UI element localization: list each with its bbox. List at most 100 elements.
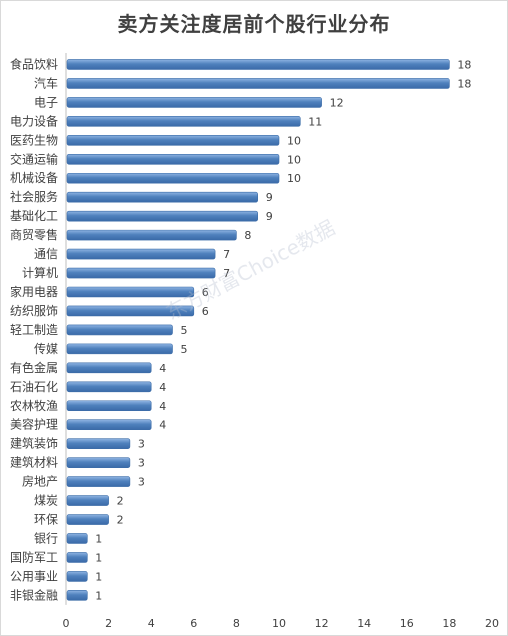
x-tick-label: 12 [315,617,329,630]
category-label: 有色金属 [10,360,58,375]
x-tick-label: 6 [190,617,197,630]
category-label: 环保 [34,513,58,527]
category-label: 美容护理 [10,417,58,432]
bar [66,135,280,146]
x-tick-label: 4 [148,617,155,630]
data-label: 11 [308,115,322,128]
category-label: 公用事业 [10,569,58,583]
data-label: 3 [138,457,145,470]
bar [66,59,450,70]
category-label: 银行 [34,531,58,545]
category-label: 基础化工 [10,209,58,223]
category-label: 非银金融 [10,587,58,602]
x-tick-label: 2 [105,617,112,630]
category-label: 商贸零售 [10,227,58,242]
bar [66,343,173,355]
bar [66,457,131,468]
category-label: 建筑装饰 [10,436,58,451]
bar [66,381,152,393]
bar [66,116,301,127]
bar [66,533,88,544]
data-label: 1 [95,570,102,583]
x-tick-label: 20 [485,617,499,630]
data-label: 18 [457,77,471,90]
category-label: 国防军工 [10,549,58,564]
category-label: 计算机 [22,265,58,280]
bar [66,210,258,222]
chart-title: 卖方关注度居前个股行业分布 [117,12,391,36]
bar [66,172,280,184]
bar [66,495,109,506]
data-label: 6 [202,305,209,318]
data-label: 7 [223,267,230,280]
category-label: 交通运输 [10,151,58,166]
bar [66,97,322,108]
bar [66,419,152,431]
x-tick-label: 16 [400,617,414,630]
category-label: 社会服务 [10,189,58,204]
data-label: 4 [159,362,166,375]
data-label: 2 [117,514,124,527]
bar [66,438,131,449]
bar [66,514,109,525]
data-label: 9 [266,191,273,204]
category-label: 家用电器 [10,284,58,299]
bar [66,324,173,336]
data-label: 1 [95,532,102,545]
data-label: 1 [95,551,102,564]
data-label: 7 [223,248,230,261]
category-label: 机械设备 [10,170,58,185]
data-label: 6 [202,286,209,299]
data-label: 5 [181,343,188,356]
data-label: 18 [457,58,471,71]
bar [66,400,152,412]
bar [66,248,216,260]
x-tick-label: 18 [442,617,456,630]
x-tick-label: 10 [272,617,286,630]
data-label: 3 [138,476,145,489]
x-tick-label: 8 [233,617,240,630]
data-label: 2 [117,495,124,508]
data-label: 1 [95,589,102,602]
bar [66,267,216,279]
data-label: 9 [266,210,273,223]
data-label: 5 [181,324,188,337]
category-label: 传媒 [34,341,58,356]
category-label: 煤炭 [34,494,58,508]
x-tick-label: 0 [63,617,70,630]
category-label: 电力设备 [10,114,58,128]
x-tick-label: 14 [357,617,371,630]
data-label: 10 [287,134,301,147]
data-label: 3 [138,438,145,451]
category-label: 电子 [34,95,58,109]
bar [66,571,88,582]
data-label: 12 [330,96,344,109]
category-label: 汽车 [34,75,58,90]
data-label: 8 [244,229,251,242]
bar [66,78,450,89]
bar [66,305,195,317]
category-label: 农林牧渔 [10,399,58,413]
bar [66,552,88,563]
bar [66,590,88,601]
data-label: 10 [287,172,301,185]
data-label: 10 [287,153,301,166]
category-label: 房地产 [22,474,58,489]
bar [66,153,280,165]
category-label: 轻工制造 [10,323,58,337]
data-label: 4 [159,381,166,394]
category-label: 医药生物 [10,133,58,147]
bar [66,476,131,487]
data-label: 4 [159,419,166,432]
bar [66,191,258,203]
bar [66,229,237,241]
category-label: 食品饮料 [10,56,58,71]
category-label: 建筑材料 [10,455,58,470]
bar [66,362,152,374]
category-label: 通信 [34,247,58,261]
data-label: 4 [159,400,166,413]
category-label: 石油石化 [10,380,58,394]
bar [66,286,195,298]
category-label: 纺织服饰 [10,304,58,318]
